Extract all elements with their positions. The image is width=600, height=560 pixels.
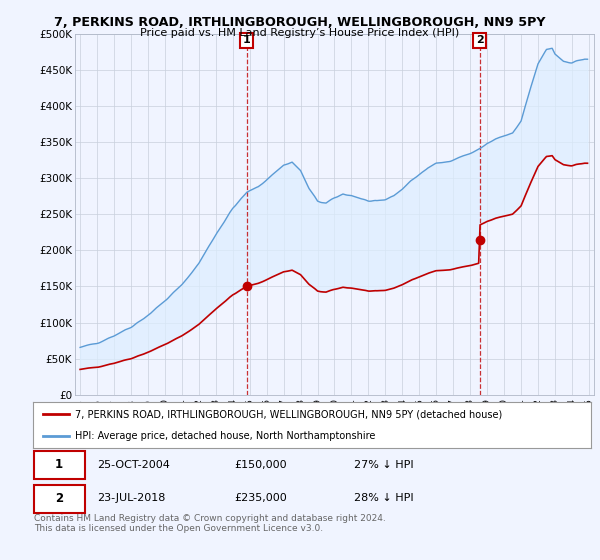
Text: HPI: Average price, detached house, North Northamptonshire: HPI: Average price, detached house, Nort…: [75, 431, 375, 441]
Text: Contains HM Land Registry data © Crown copyright and database right 2024.
This d: Contains HM Land Registry data © Crown c…: [34, 514, 386, 534]
Text: £150,000: £150,000: [234, 460, 287, 470]
Text: 7, PERKINS ROAD, IRTHLINGBOROUGH, WELLINGBOROUGH, NN9 5PY (detached house): 7, PERKINS ROAD, IRTHLINGBOROUGH, WELLIN…: [75, 409, 502, 419]
Text: £235,000: £235,000: [234, 493, 287, 503]
Text: 28% ↓ HPI: 28% ↓ HPI: [354, 493, 413, 503]
FancyBboxPatch shape: [34, 451, 85, 479]
Text: Price paid vs. HM Land Registry’s House Price Index (HPI): Price paid vs. HM Land Registry’s House …: [140, 28, 460, 38]
Text: 1: 1: [243, 35, 251, 45]
Text: 25-OCT-2004: 25-OCT-2004: [97, 460, 170, 470]
Text: 7, PERKINS ROAD, IRTHLINGBOROUGH, WELLINGBOROUGH, NN9 5PY: 7, PERKINS ROAD, IRTHLINGBOROUGH, WELLIN…: [54, 16, 546, 29]
Text: 2: 2: [55, 492, 63, 505]
FancyBboxPatch shape: [34, 485, 85, 512]
Text: 23-JUL-2018: 23-JUL-2018: [97, 493, 166, 503]
Text: 2: 2: [476, 35, 484, 45]
Text: 27% ↓ HPI: 27% ↓ HPI: [354, 460, 413, 470]
Text: 1: 1: [55, 458, 63, 472]
